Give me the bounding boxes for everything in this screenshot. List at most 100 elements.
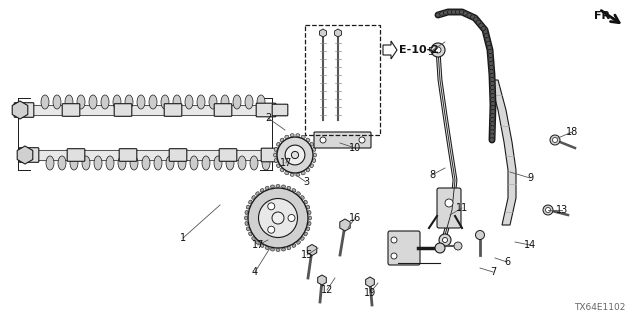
FancyBboxPatch shape	[272, 104, 288, 116]
FancyBboxPatch shape	[277, 149, 293, 161]
Text: 4: 4	[252, 267, 258, 277]
Circle shape	[456, 10, 460, 14]
Ellipse shape	[282, 185, 285, 188]
Text: 7: 7	[490, 267, 496, 277]
Ellipse shape	[304, 232, 307, 236]
Circle shape	[488, 57, 493, 62]
Ellipse shape	[255, 192, 259, 195]
Circle shape	[320, 137, 326, 143]
Circle shape	[431, 43, 445, 57]
Ellipse shape	[233, 95, 241, 109]
Circle shape	[259, 198, 298, 237]
FancyBboxPatch shape	[19, 148, 39, 162]
Circle shape	[490, 138, 494, 142]
FancyBboxPatch shape	[169, 149, 187, 161]
Text: 17: 17	[280, 158, 292, 168]
Text: 10: 10	[349, 143, 361, 153]
Ellipse shape	[276, 164, 280, 168]
Circle shape	[491, 106, 495, 110]
Ellipse shape	[297, 241, 300, 244]
Circle shape	[490, 73, 494, 78]
Ellipse shape	[137, 95, 145, 109]
Ellipse shape	[255, 241, 259, 244]
Circle shape	[248, 188, 308, 248]
Ellipse shape	[271, 185, 275, 188]
Circle shape	[486, 42, 491, 46]
Circle shape	[490, 93, 495, 98]
Ellipse shape	[292, 244, 296, 247]
FancyBboxPatch shape	[388, 231, 420, 265]
Ellipse shape	[307, 227, 310, 231]
Ellipse shape	[149, 95, 157, 109]
Circle shape	[463, 12, 468, 16]
Text: 3: 3	[303, 177, 309, 187]
Ellipse shape	[238, 156, 246, 170]
Circle shape	[481, 26, 486, 31]
Ellipse shape	[304, 200, 307, 204]
FancyBboxPatch shape	[214, 104, 232, 116]
Ellipse shape	[301, 196, 304, 199]
Ellipse shape	[246, 205, 250, 209]
Ellipse shape	[276, 142, 280, 146]
Ellipse shape	[173, 95, 181, 109]
Ellipse shape	[310, 164, 314, 168]
Ellipse shape	[58, 156, 66, 170]
Circle shape	[489, 65, 493, 70]
Circle shape	[272, 212, 284, 224]
Ellipse shape	[249, 232, 252, 236]
Ellipse shape	[301, 237, 304, 240]
Circle shape	[490, 130, 495, 134]
Circle shape	[359, 137, 365, 143]
Ellipse shape	[260, 244, 264, 247]
Ellipse shape	[154, 156, 162, 170]
Ellipse shape	[245, 221, 248, 226]
Ellipse shape	[202, 156, 210, 170]
Circle shape	[490, 126, 495, 130]
Circle shape	[288, 214, 295, 221]
Circle shape	[483, 30, 488, 34]
Ellipse shape	[257, 95, 265, 109]
Ellipse shape	[252, 196, 255, 199]
Ellipse shape	[314, 153, 317, 157]
Text: E-10-2: E-10-2	[399, 45, 439, 55]
Ellipse shape	[307, 138, 310, 142]
Ellipse shape	[273, 153, 276, 157]
Ellipse shape	[308, 211, 311, 214]
Text: 11: 11	[456, 203, 468, 213]
Circle shape	[470, 15, 475, 19]
FancyBboxPatch shape	[256, 103, 276, 117]
Ellipse shape	[301, 172, 305, 175]
Text: 15: 15	[301, 250, 313, 260]
Circle shape	[391, 237, 397, 243]
Ellipse shape	[287, 246, 291, 250]
Circle shape	[435, 47, 441, 53]
FancyBboxPatch shape	[62, 104, 80, 116]
Circle shape	[490, 90, 495, 94]
Circle shape	[451, 10, 456, 14]
Text: 19: 19	[364, 288, 376, 298]
Ellipse shape	[245, 95, 253, 109]
Circle shape	[543, 205, 553, 215]
Ellipse shape	[308, 221, 311, 226]
Ellipse shape	[310, 142, 314, 146]
Ellipse shape	[125, 95, 133, 109]
Text: 2: 2	[265, 113, 271, 123]
FancyBboxPatch shape	[261, 148, 281, 162]
Circle shape	[490, 69, 494, 74]
Ellipse shape	[94, 156, 102, 170]
Ellipse shape	[296, 134, 300, 137]
Circle shape	[490, 77, 494, 82]
Text: 6: 6	[504, 257, 510, 267]
FancyBboxPatch shape	[67, 149, 85, 161]
Ellipse shape	[285, 135, 289, 139]
Circle shape	[479, 23, 483, 28]
Text: 18: 18	[566, 127, 578, 137]
Polygon shape	[490, 80, 516, 225]
Circle shape	[487, 45, 492, 50]
Circle shape	[490, 122, 495, 126]
Circle shape	[442, 237, 447, 243]
Ellipse shape	[301, 135, 305, 139]
FancyBboxPatch shape	[114, 104, 132, 116]
Circle shape	[476, 20, 481, 24]
Text: 1: 1	[180, 233, 186, 243]
